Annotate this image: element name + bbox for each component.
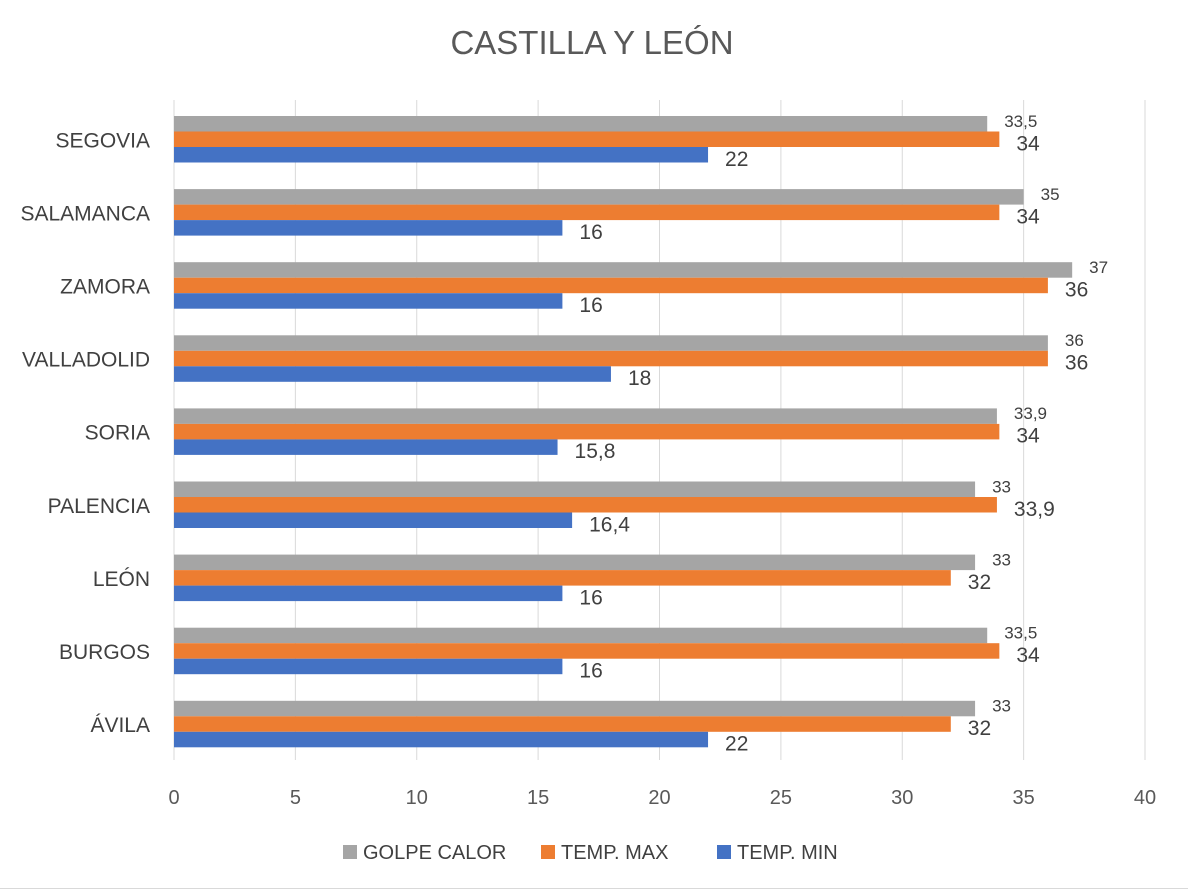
data-label: 36 <box>1065 352 1088 375</box>
bar <box>174 570 951 586</box>
bar <box>174 147 709 163</box>
legend-swatch <box>717 845 731 859</box>
frame-divider <box>0 888 1188 889</box>
x-tick-label: 15 <box>527 787 549 809</box>
data-label: 37 <box>1089 258 1108 277</box>
data-label: 16 <box>579 659 602 682</box>
x-axis-ticks: 0 5 10 15 20 25 30 35 40 <box>168 787 1156 809</box>
bar <box>174 643 1000 659</box>
bar <box>174 220 563 236</box>
chart-title: CASTILLA Y LEÓN <box>450 24 733 61</box>
legend-swatch <box>541 845 555 859</box>
bar <box>174 116 988 132</box>
category-label: BURGOS <box>59 641 150 664</box>
data-label: 34 <box>1016 205 1040 228</box>
legend: GOLPE CALOR TEMP. MAX TEMP. MIN <box>343 842 838 864</box>
data-label: 33,9 <box>1014 498 1055 521</box>
category-label: PALENCIA <box>48 495 150 518</box>
data-label: 34 <box>1016 132 1040 155</box>
bars <box>174 116 1073 748</box>
bar <box>174 189 1024 205</box>
bar <box>174 131 1000 147</box>
data-label: 34 <box>1016 425 1040 448</box>
bar <box>174 293 563 309</box>
bar <box>174 658 563 675</box>
legend-swatch <box>343 845 357 859</box>
data-label: 33 <box>992 550 1011 569</box>
data-label: 33 <box>992 477 1011 496</box>
x-tick-label: 0 <box>168 787 179 809</box>
data-label: 16 <box>579 294 602 317</box>
bar <box>174 350 1048 367</box>
data-label: 18 <box>628 367 651 390</box>
data-label: 35 <box>1041 185 1060 204</box>
data-label: 36 <box>1065 278 1088 301</box>
legend-label: TEMP. MIN <box>737 842 838 864</box>
bar <box>174 335 1048 351</box>
bar <box>174 585 563 602</box>
bar <box>174 439 558 455</box>
data-label: 36 <box>1065 331 1084 350</box>
data-label: 16,4 <box>589 513 630 536</box>
bar <box>174 481 976 497</box>
bar <box>174 512 573 528</box>
category-label: SEGOVIA <box>55 129 150 152</box>
data-label: 33 <box>992 697 1011 716</box>
x-tick-label: 10 <box>406 787 428 809</box>
data-label: 22 <box>725 733 748 756</box>
x-tick-label: 5 <box>290 787 301 809</box>
bar <box>174 262 1073 278</box>
data-label: 33,5 <box>1004 623 1037 642</box>
x-tick-label: 40 <box>1134 787 1156 809</box>
bar <box>174 366 611 382</box>
legend-label: TEMP. MAX <box>561 842 668 864</box>
category-label: SALAMANCA <box>20 202 150 225</box>
bar <box>174 716 951 732</box>
bar <box>174 731 709 748</box>
category-label: ÁVILA <box>90 714 150 737</box>
data-label: 33,9 <box>1014 404 1047 423</box>
category-label: VALLADOLID <box>22 349 150 372</box>
x-tick-label: 30 <box>891 787 913 809</box>
bar <box>174 497 997 513</box>
x-tick-label: 25 <box>770 787 792 809</box>
data-label: 33,5 <box>1004 112 1037 131</box>
x-tick-label: 20 <box>648 787 670 809</box>
bar <box>174 627 988 644</box>
bar <box>174 423 1000 440</box>
bar <box>174 554 976 571</box>
x-tick-label: 35 <box>1013 787 1035 809</box>
bar <box>174 408 997 424</box>
bar <box>174 700 976 717</box>
category-label: ZAMORA <box>60 275 150 298</box>
data-labels: 33,5342235341637361636361833,93415,83333… <box>575 112 1109 756</box>
bar <box>174 277 1048 294</box>
data-label: 22 <box>725 148 748 171</box>
category-labels: SEGOVIA SALAMANCA ZAMORA VALLADOLID SORIA PAL… <box>20 129 150 737</box>
legend-label: GOLPE CALOR <box>363 842 506 864</box>
bar <box>174 204 1000 221</box>
category-label: SORIA <box>85 422 150 445</box>
data-label: 32 <box>968 717 991 740</box>
data-label: 15,8 <box>575 440 616 463</box>
data-label: 32 <box>968 571 991 594</box>
data-label: 34 <box>1016 644 1040 667</box>
data-label: 16 <box>579 586 602 609</box>
data-label: 16 <box>579 221 602 244</box>
category-label: LEÓN <box>93 568 150 591</box>
